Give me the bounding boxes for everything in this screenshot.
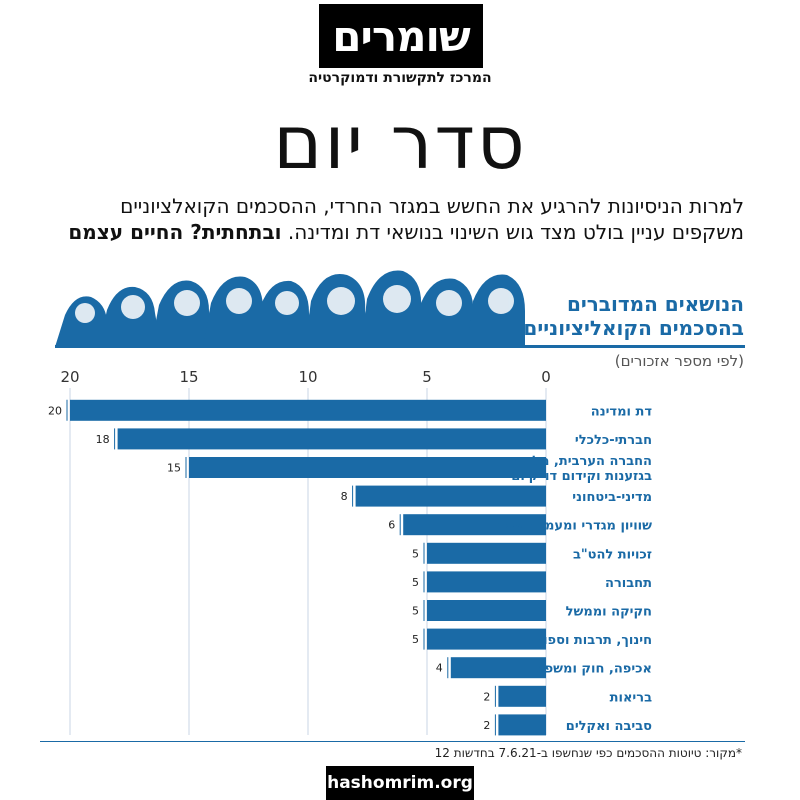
x-tick-label: 0 [541, 368, 551, 386]
category-label: תחבורה [605, 576, 652, 591]
logo-text: שומרים [332, 11, 471, 61]
bar [450, 657, 546, 679]
bar [355, 485, 546, 507]
bar [117, 428, 546, 450]
bar-value-label: 18 [96, 433, 110, 446]
title-divider [55, 345, 745, 348]
x-tick-label: 20 [60, 368, 79, 386]
intro-body: למרות הניסיונות להרגיע את החשש במגזר החר… [120, 194, 744, 244]
headline: סדר יום [273, 100, 527, 186]
bar-value-label: 5 [412, 633, 419, 646]
bar [498, 685, 546, 707]
bar-value-label: 6 [388, 519, 395, 532]
bar-value-label: 2 [483, 690, 490, 703]
bar [427, 628, 546, 650]
category-label: חברתי-כלכלי [575, 433, 652, 448]
website-link[interactable]: hashomrim.org [326, 766, 474, 800]
bar [427, 571, 546, 593]
bar [189, 457, 546, 478]
bar [498, 714, 546, 736]
category-label: אכיפה, חוק ומשפט [536, 662, 652, 677]
x-axis-ticks: 0 5 10 15 20 [60, 368, 550, 386]
bar [70, 399, 546, 421]
category-label: בגזענות וקידום דו"קיום [511, 469, 652, 484]
bar-chart: 0 5 10 15 20 20 18 15 8 6 5 5 5 5 4 2 2 דת ומדינה חברתי-… [48, 368, 653, 736]
x-tick-label: 15 [179, 368, 198, 386]
category-label: שוויון מגדרי ומעמד האישה [492, 519, 652, 534]
category-label: חקיקה וממשל [566, 605, 652, 620]
bar-value-label: 20 [48, 404, 62, 417]
bar [403, 514, 546, 536]
chart-title-line2: בהסכמים הקואליציוניים [523, 316, 744, 340]
bar-value-label: 15 [167, 462, 181, 475]
bar-value-label: 4 [436, 662, 443, 675]
bar-value-label: 5 [412, 605, 419, 618]
politicians-portraits-illustration [55, 270, 525, 347]
category-label: דת ומדינה [591, 404, 653, 419]
bar-value-label: 5 [412, 547, 419, 560]
category-label: החברה הערבית, מלחמה [505, 454, 652, 469]
bar-value-label: 8 [341, 490, 348, 503]
category-label: סביבה ואקלים [566, 719, 652, 734]
logo: שומרים [319, 4, 483, 68]
chart-title-line1: הנושאים המדוברים [566, 292, 744, 316]
category-label: חינוך, תרבות וספורט [526, 633, 652, 648]
chart-subtitle: (לפי מספר אזכורים) [614, 352, 744, 370]
intro-emphasis: ובתחתית? החיים עצמם [68, 220, 282, 244]
x-tick-label: 10 [298, 368, 317, 386]
bar [427, 542, 546, 564]
intro-text: למרות הניסיונות להרגיע את החשש במגזר החר… [44, 193, 744, 245]
logo-subtitle: המרכז לתקשורת ודמוקרטיה [308, 70, 492, 86]
category-label: מדיני-ביטחוני [572, 490, 652, 505]
source-note: *מקור: טיוטות ההסכמים כפי שנחשפו ב-7.6.2… [434, 746, 742, 760]
chart-title: הנושאים המדוברים בהסכמים הקואליציוניים [523, 292, 744, 340]
x-tick-label: 5 [422, 368, 432, 386]
category-label: בריאות [610, 690, 652, 705]
category-label: זכויות להט"ב [573, 547, 652, 562]
bar-value-label: 5 [412, 576, 419, 589]
bar-value-label: 2 [483, 719, 490, 732]
bar [427, 600, 546, 621]
footer-divider [40, 741, 745, 742]
bars: 20 18 15 8 6 5 5 5 5 4 2 2 [48, 399, 546, 736]
